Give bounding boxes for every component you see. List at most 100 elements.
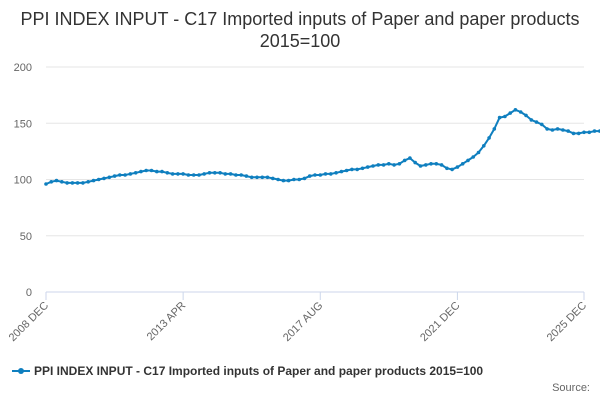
data-point	[44, 182, 48, 186]
data-point	[65, 181, 69, 185]
x-tick-label: 2021 DEC	[418, 300, 462, 344]
data-point	[202, 172, 206, 176]
data-point	[160, 169, 164, 174]
data-point	[218, 171, 222, 175]
data-point	[371, 164, 375, 168]
data-point	[439, 163, 444, 167]
data-point	[91, 178, 96, 183]
data-point	[482, 144, 486, 148]
data-point	[307, 174, 312, 178]
legend-marker-icon	[12, 368, 30, 374]
data-point	[133, 171, 138, 175]
data-point	[292, 177, 296, 182]
data-point	[191, 173, 196, 177]
data-point	[123, 173, 127, 177]
data-point	[466, 158, 470, 163]
data-point	[265, 175, 270, 180]
data-point	[408, 156, 412, 160]
data-point	[318, 173, 323, 177]
y-tick-label: 150	[14, 118, 32, 130]
data-point	[334, 171, 338, 175]
source-credit[interactable]: Source:	[552, 382, 590, 394]
data-point	[271, 176, 275, 181]
data-point	[223, 172, 228, 176]
data-point	[571, 131, 576, 136]
data-point	[445, 166, 449, 171]
data-point	[344, 168, 349, 173]
data-point	[534, 120, 539, 124]
data-point	[350, 167, 354, 172]
legend[interactable]: PPI INDEX INPUT - C17 Imported inputs of…	[12, 363, 483, 379]
data-point	[323, 172, 328, 176]
data-point	[149, 168, 154, 173]
data-point	[329, 172, 333, 176]
data-point	[49, 180, 54, 184]
x-tick-label: 2008 DEC	[7, 300, 51, 344]
data-point	[492, 127, 497, 131]
data-point	[460, 162, 465, 166]
data-point	[249, 175, 254, 180]
legend-label: PPI INDEX INPUT - C17 Imported inputs of…	[34, 364, 484, 378]
data-point	[102, 176, 106, 181]
data-point	[434, 162, 439, 166]
data-point	[234, 173, 238, 177]
data-point	[155, 169, 159, 174]
data-point	[503, 114, 507, 119]
data-point	[392, 163, 396, 167]
data-point	[424, 163, 428, 167]
data-point	[239, 173, 243, 177]
data-point	[197, 173, 201, 177]
data-point	[70, 181, 75, 185]
data-point	[176, 172, 180, 176]
data-point	[360, 166, 365, 171]
data-point	[260, 175, 265, 180]
data-point	[139, 169, 143, 174]
x-tick-label: 2025 DEC	[545, 300, 589, 344]
data-point	[297, 177, 302, 182]
data-point	[555, 127, 560, 131]
data-point	[455, 165, 460, 169]
data-point	[476, 150, 481, 155]
y-tick-label: 200	[14, 62, 32, 74]
data-point	[487, 136, 491, 140]
data-point	[118, 173, 122, 177]
data-point	[524, 113, 528, 118]
data-point	[281, 178, 286, 183]
data-point	[86, 180, 90, 184]
data-point	[207, 171, 212, 175]
data-point	[540, 122, 544, 127]
data-point	[545, 127, 549, 131]
data-point	[255, 175, 259, 180]
data-point	[587, 130, 592, 135]
data-point	[302, 176, 307, 181]
data-point	[107, 175, 112, 180]
data-point	[170, 172, 175, 176]
data-point	[518, 110, 523, 114]
y-tick-label: 50	[20, 231, 32, 243]
data-point	[276, 177, 280, 182]
data-point	[286, 178, 291, 183]
x-tick-label: 2017 AUG	[281, 300, 325, 344]
data-point	[418, 164, 423, 168]
data-point	[397, 162, 402, 166]
data-point	[165, 171, 170, 175]
data-point	[96, 177, 101, 182]
data-point	[339, 169, 344, 174]
data-point	[186, 173, 191, 177]
data-point	[213, 171, 217, 175]
y-tick-label: 0	[26, 287, 32, 299]
data-point	[413, 160, 418, 165]
data-point	[60, 180, 64, 184]
data-point	[561, 128, 565, 132]
data-point	[313, 173, 317, 177]
data-point	[592, 129, 597, 133]
data-point	[75, 181, 80, 185]
data-point	[112, 174, 117, 178]
data-point	[471, 155, 476, 159]
data-point	[566, 129, 570, 133]
data-point	[128, 172, 133, 176]
data-point	[497, 115, 502, 120]
data-point	[582, 130, 586, 135]
data-point	[576, 131, 581, 136]
